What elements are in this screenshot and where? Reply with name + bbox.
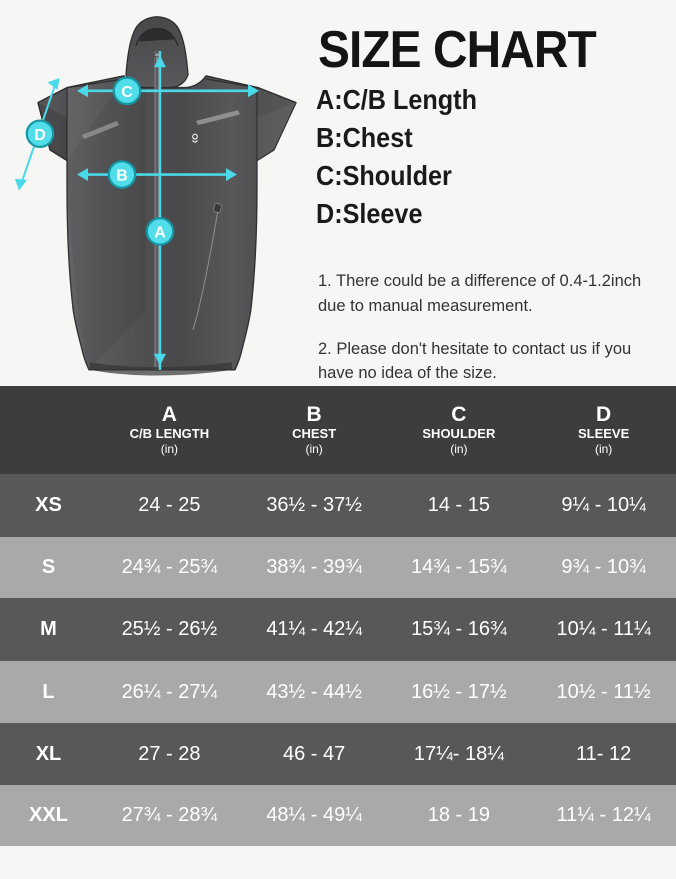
svg-text:A: A [154,224,166,241]
svg-text:B: B [116,168,128,185]
svg-text:D: D [34,127,46,144]
svg-text:C: C [121,84,133,101]
